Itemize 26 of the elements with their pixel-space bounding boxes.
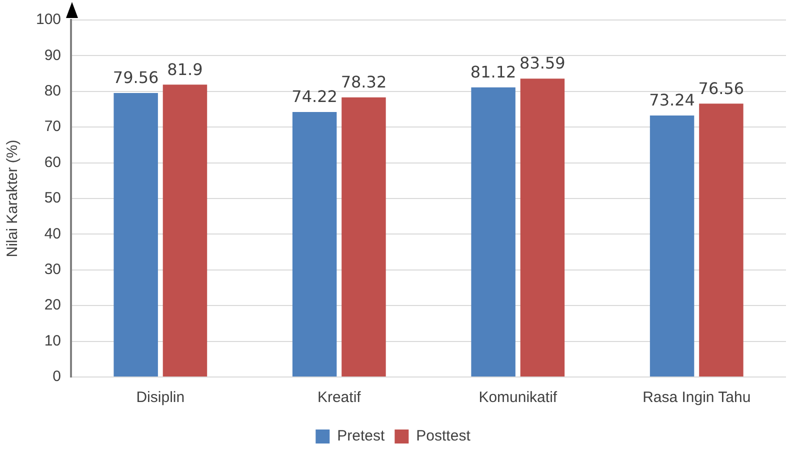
x-tick-label: Disiplin [136,389,185,406]
x-tick-label: Rasa Ingin Tahu [642,389,751,406]
y-axis-title: Nilai Karakter (%) [4,140,22,258]
data-label: 81.12 [470,62,516,82]
data-label: 76.56 [698,78,744,98]
data-label: 74.22 [292,87,338,106]
y-tick-label: 100 [36,11,62,28]
data-label: 73.24 [649,90,695,110]
y-tick-label: 30 [44,261,62,278]
data-label: 83.59 [520,54,566,73]
y-tick-label: 90 [44,46,62,64]
y-tick-label: 0 [52,368,62,386]
x-tick-label: Komunikatif [478,389,558,406]
data-label: 78.32 [340,72,387,92]
legend-label: Pretest [337,428,386,445]
y-tick-label: 40 [44,225,62,242]
data-label: 81.9 [167,60,203,79]
x-tick-label: Kreatif [317,389,362,406]
y-tick-label: 60 [44,154,62,171]
legend-label: Posttest [416,428,472,445]
y-tick-label: 80 [44,82,62,100]
y-tick-label: 20 [44,296,62,314]
y-tick-label: 10 [44,332,62,350]
y-tick-label: 50 [44,190,62,207]
y-tick-label: 70 [44,118,62,136]
data-label: 79.56 [112,68,159,88]
